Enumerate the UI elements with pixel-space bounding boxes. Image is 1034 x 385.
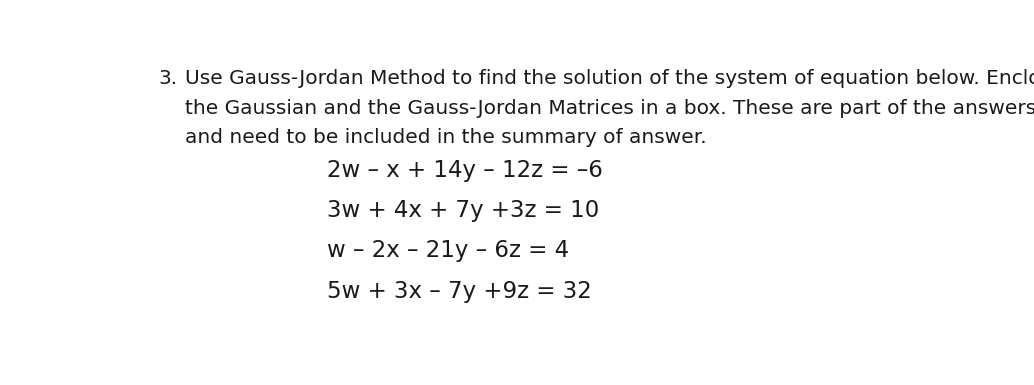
Text: 2w – x + 14y – 12z = –6: 2w – x + 14y – 12z = –6 xyxy=(327,159,603,182)
Text: 3w + 4x + 7y +3z = 10: 3w + 4x + 7y +3z = 10 xyxy=(327,199,599,223)
Text: the Gaussian and the Gauss-Jordan Matrices in a box. These are part of the answe: the Gaussian and the Gauss-Jordan Matric… xyxy=(185,99,1034,117)
Text: Use Gauss-Jordan Method to find the solution of the system of equation below. En: Use Gauss-Jordan Method to find the solu… xyxy=(185,69,1034,88)
Text: 3.: 3. xyxy=(158,69,178,88)
Text: 5w + 3x – 7y +9z = 32: 5w + 3x – 7y +9z = 32 xyxy=(327,280,591,303)
Text: w – 2x – 21y – 6z = 4: w – 2x – 21y – 6z = 4 xyxy=(327,239,569,263)
Text: and need to be included in the summary of answer.: and need to be included in the summary o… xyxy=(185,128,706,147)
